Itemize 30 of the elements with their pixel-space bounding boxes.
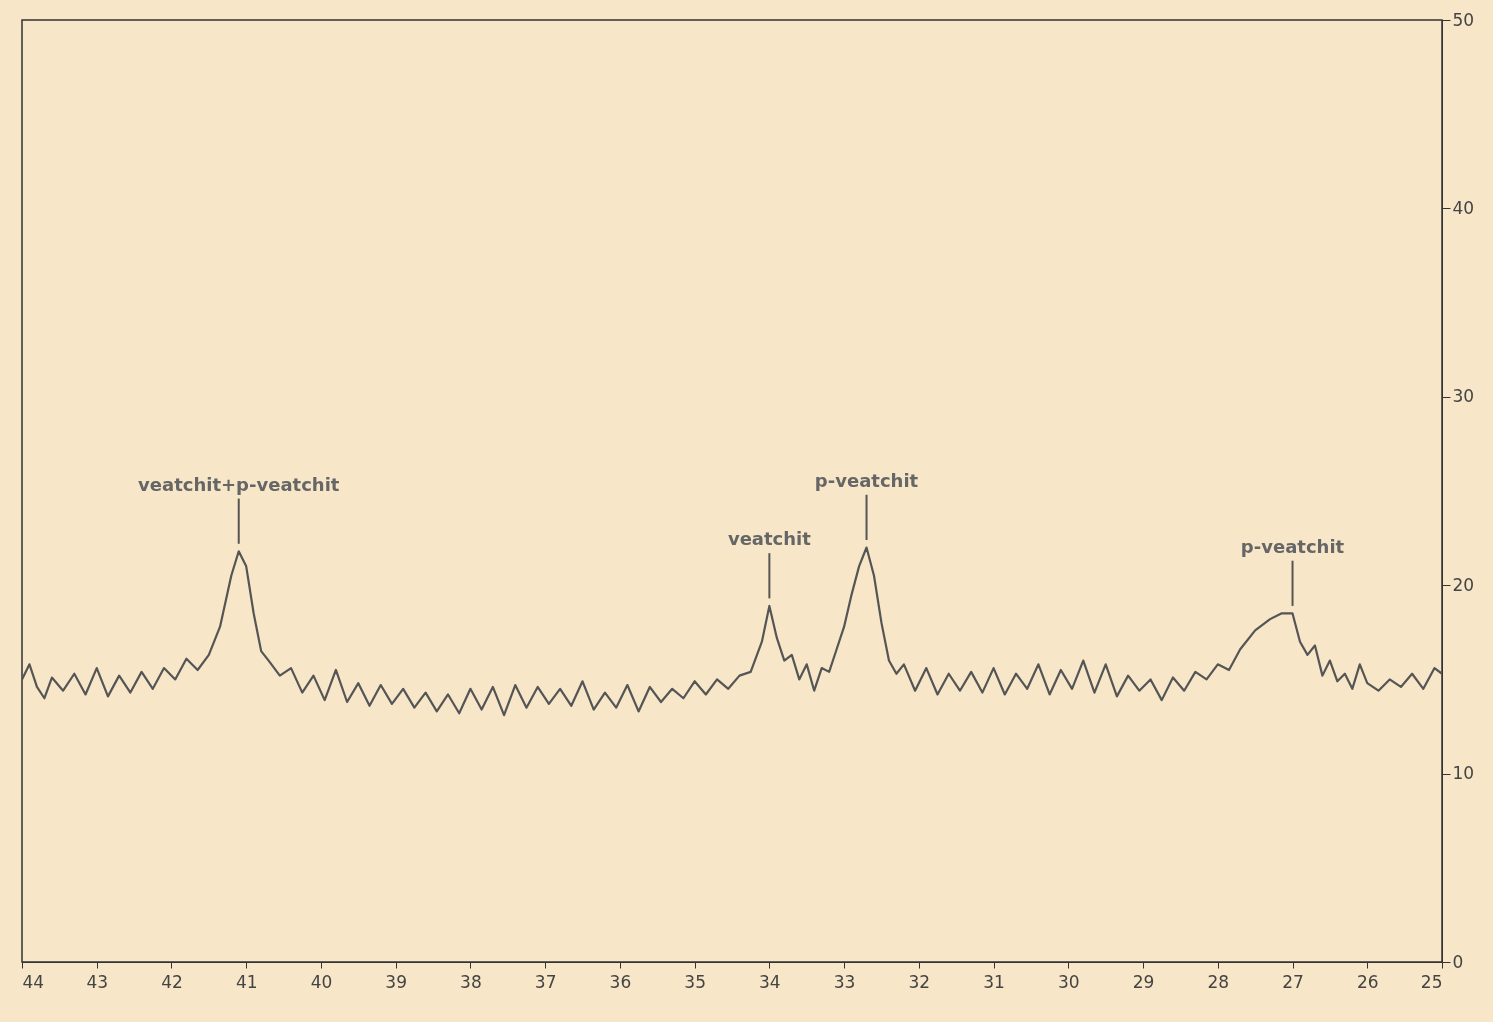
x-tick-label: 26 [1356,971,1379,992]
y-tick-label: 30 [1452,386,1475,407]
x-tick-label: 28 [1207,971,1230,992]
x-tick-label: 36 [609,971,632,992]
x-tick-label: 41 [235,971,258,992]
x-tick-label: 30 [1058,971,1080,992]
x-tick-label: 40 [310,971,333,992]
x-tick-label: 32 [908,971,931,992]
x-tick-label: 37 [534,971,557,992]
x-tick-label: 27 [1282,971,1304,992]
x-tick-label: 25 [1420,971,1443,992]
y-tick-label: 50 [1452,9,1475,30]
x-tick-label: 38 [460,971,482,992]
annotation: p-veatchit [1240,535,1345,557]
x-tick-label: 39 [385,971,407,992]
annotation: veatchit [727,528,812,550]
annotation: p-veatchit [814,470,919,491]
x-tick-label: 33 [833,971,856,992]
y-tick-label: 40 [1452,197,1475,218]
y-tick-label: 10 [1452,763,1475,784]
x-tick-label: 34 [759,971,781,992]
x-tick-label: 42 [161,971,183,992]
y-tick-label: 0 [1452,951,1464,972]
x-tick-label: 29 [1132,971,1155,992]
x-tick-label: 31 [983,971,1005,992]
x-tick-label: 43 [86,971,109,992]
x-tick-label: 44 [22,971,45,992]
annotation: veatchit+p-veatchit [138,473,340,495]
y-tick-label: 20 [1452,574,1475,595]
x-tick-label: 35 [684,971,706,992]
